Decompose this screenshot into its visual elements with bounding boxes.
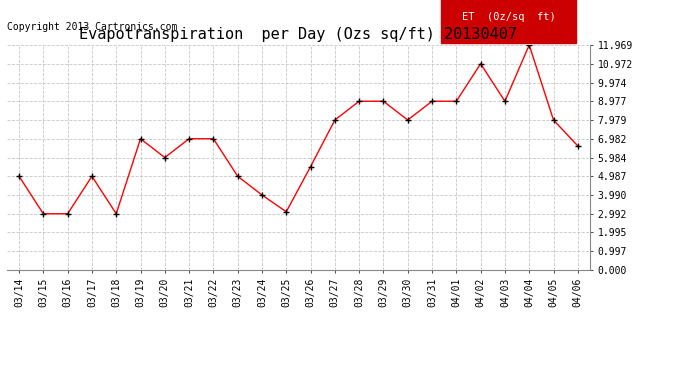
- Title: Evapotranspiration  per Day (Ozs sq/ft) 20130407: Evapotranspiration per Day (Ozs sq/ft) 2…: [79, 27, 518, 42]
- Text: ET  (0z/sq  ft): ET (0z/sq ft): [462, 12, 555, 22]
- Text: Copyright 2013 Cartronics.com: Copyright 2013 Cartronics.com: [7, 21, 177, 32]
